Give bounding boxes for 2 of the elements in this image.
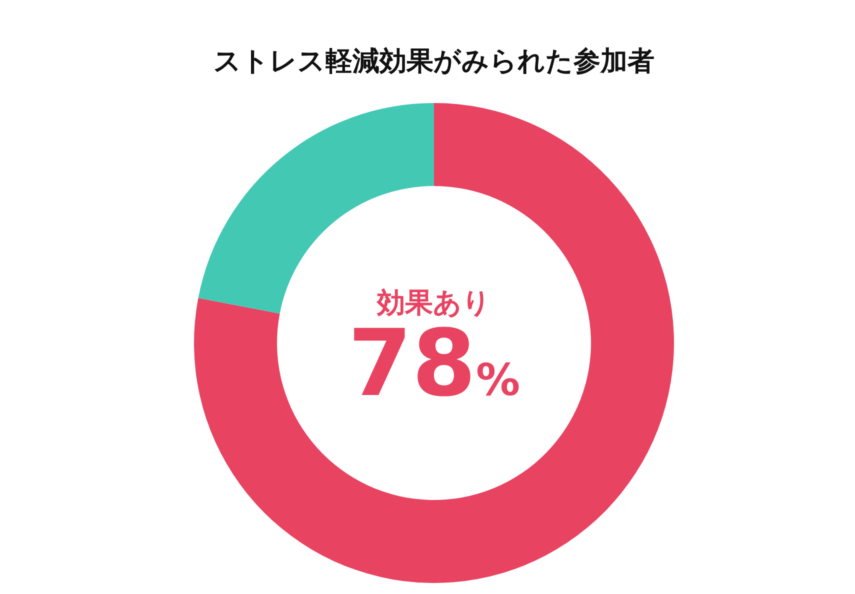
donut-slice [194, 103, 674, 583]
chart-title: ストレス軽減効果がみられた参加者 [214, 46, 654, 77]
